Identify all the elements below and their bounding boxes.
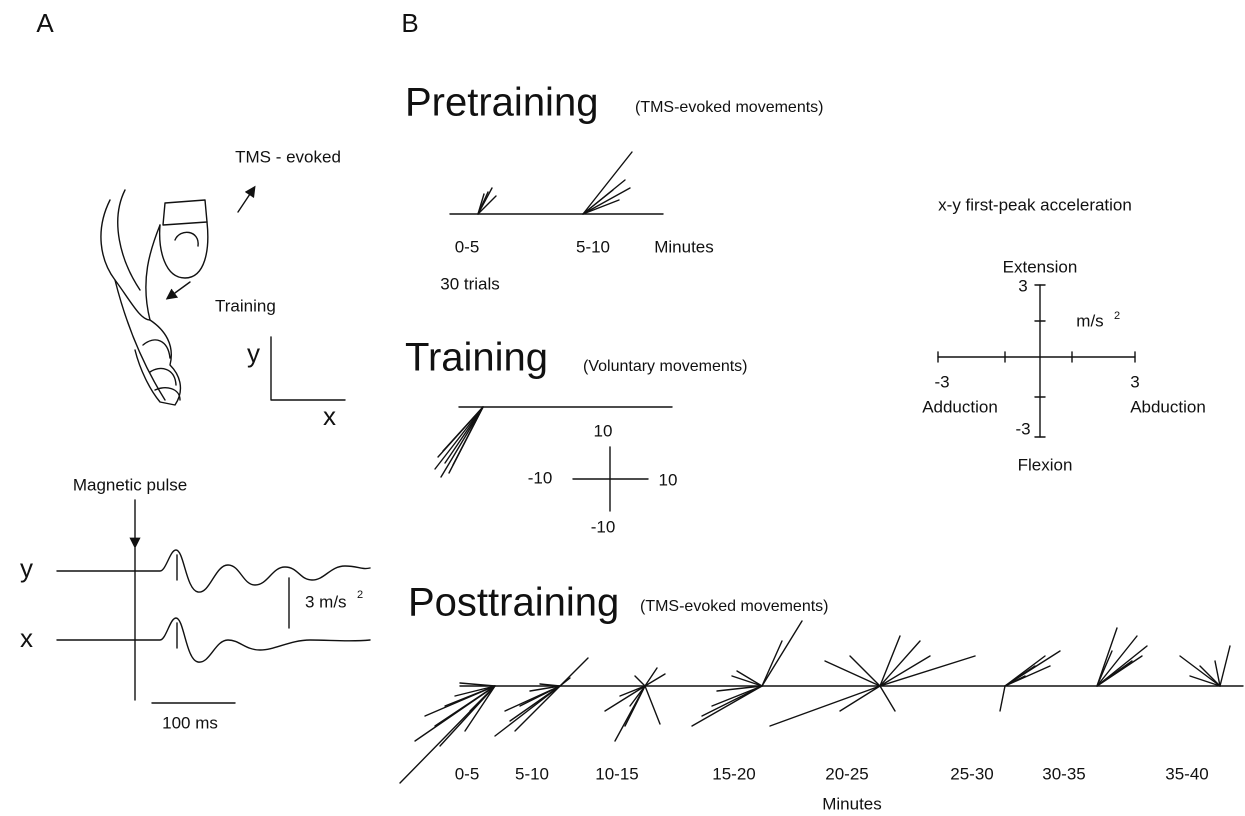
- scale-value: -10: [591, 517, 616, 536]
- scale-x: 100 ms: [162, 713, 218, 732]
- legend-unit-sup: 2: [1114, 310, 1120, 322]
- panel-label: A: [36, 8, 54, 38]
- section-subtitle: (TMS-evoked movements): [635, 99, 824, 116]
- bin-label: 5-10: [576, 237, 610, 256]
- bin-label: 15-20: [712, 764, 755, 783]
- scale-value: 10: [659, 470, 678, 489]
- section-subtitle: (TMS-evoked movements): [640, 598, 829, 615]
- bin-label: 0-5: [455, 237, 480, 256]
- vector-fans: [400, 152, 1230, 783]
- scale-value: 10: [594, 421, 613, 440]
- pulse-label: Magnetic pulse: [73, 475, 187, 494]
- trace-y-label: y: [20, 553, 33, 583]
- vector: [645, 674, 665, 686]
- vector: [880, 686, 895, 711]
- axis-label: Minutes: [654, 237, 714, 256]
- legend-value: -3: [934, 372, 949, 391]
- bin-label: 0-5: [455, 764, 480, 783]
- axis-label: Minutes: [822, 794, 882, 813]
- bin-label: 35-40: [1165, 764, 1208, 783]
- figure: A TMS - evoked Training y x Magnetic pul…: [0, 0, 1245, 816]
- vector: [635, 676, 645, 686]
- vector: [770, 686, 880, 726]
- vector: [645, 668, 657, 686]
- scale-y-sup: 2: [357, 589, 363, 601]
- vector: [1180, 656, 1220, 686]
- bin-label: 30-35: [1042, 764, 1085, 783]
- bin-label: 10-15: [595, 764, 638, 783]
- bin-label: 25-30: [950, 764, 993, 783]
- training-label: Training: [215, 296, 276, 315]
- vector: [435, 407, 483, 469]
- trace-x: [57, 618, 370, 662]
- vector: [880, 636, 900, 686]
- vector: [880, 656, 930, 686]
- section-title: Posttraining: [408, 581, 619, 625]
- trace-y: [57, 550, 370, 592]
- vector: [1000, 686, 1005, 711]
- legend-label: Abduction: [1130, 397, 1206, 416]
- arrow: [238, 188, 254, 212]
- legend-title: x-y first-peak acceleration: [938, 195, 1132, 214]
- legend-label: Flexion: [1018, 455, 1073, 474]
- vector: [825, 661, 880, 686]
- vector: [560, 678, 570, 686]
- vector: [445, 407, 483, 463]
- legend-label: Adduction: [922, 397, 998, 416]
- arrow: [168, 282, 190, 298]
- vector: [515, 686, 560, 731]
- bin-label: 5-10: [515, 764, 549, 783]
- vector: [435, 686, 495, 726]
- tms-label: TMS - evoked: [235, 147, 341, 166]
- panel-label: B: [401, 8, 418, 38]
- vector: [583, 190, 613, 214]
- axis-y: y: [247, 338, 260, 368]
- legend-value: 3: [1018, 276, 1027, 295]
- vector: [1220, 646, 1230, 686]
- hand-drawing: [101, 190, 208, 405]
- legend-value: -3: [1015, 419, 1030, 438]
- vector: [850, 656, 880, 686]
- section-title: Training: [405, 336, 548, 380]
- vector: [762, 641, 782, 686]
- legend-value: 3: [1130, 372, 1139, 391]
- vector: [762, 621, 802, 686]
- vector: [583, 188, 630, 214]
- page: {"panel_a": {"label": "A", "hand": {"tms…: [0, 0, 1245, 816]
- bin-label: 20-25: [825, 764, 868, 783]
- note: 30 trials: [440, 274, 500, 293]
- axes: [271, 337, 345, 400]
- legend-unit: m/s: [1076, 311, 1103, 330]
- scale-value: -10: [528, 468, 553, 487]
- axis-x: x: [323, 401, 336, 431]
- legend-label: Extension: [1003, 257, 1078, 276]
- vector: [645, 686, 660, 724]
- trace-x-label: x: [20, 623, 33, 653]
- section-subtitle: (Voluntary movements): [583, 358, 748, 375]
- scale-y: 3 m/s: [305, 592, 347, 611]
- vector: [702, 686, 762, 716]
- section-title: Pretraining: [405, 81, 598, 125]
